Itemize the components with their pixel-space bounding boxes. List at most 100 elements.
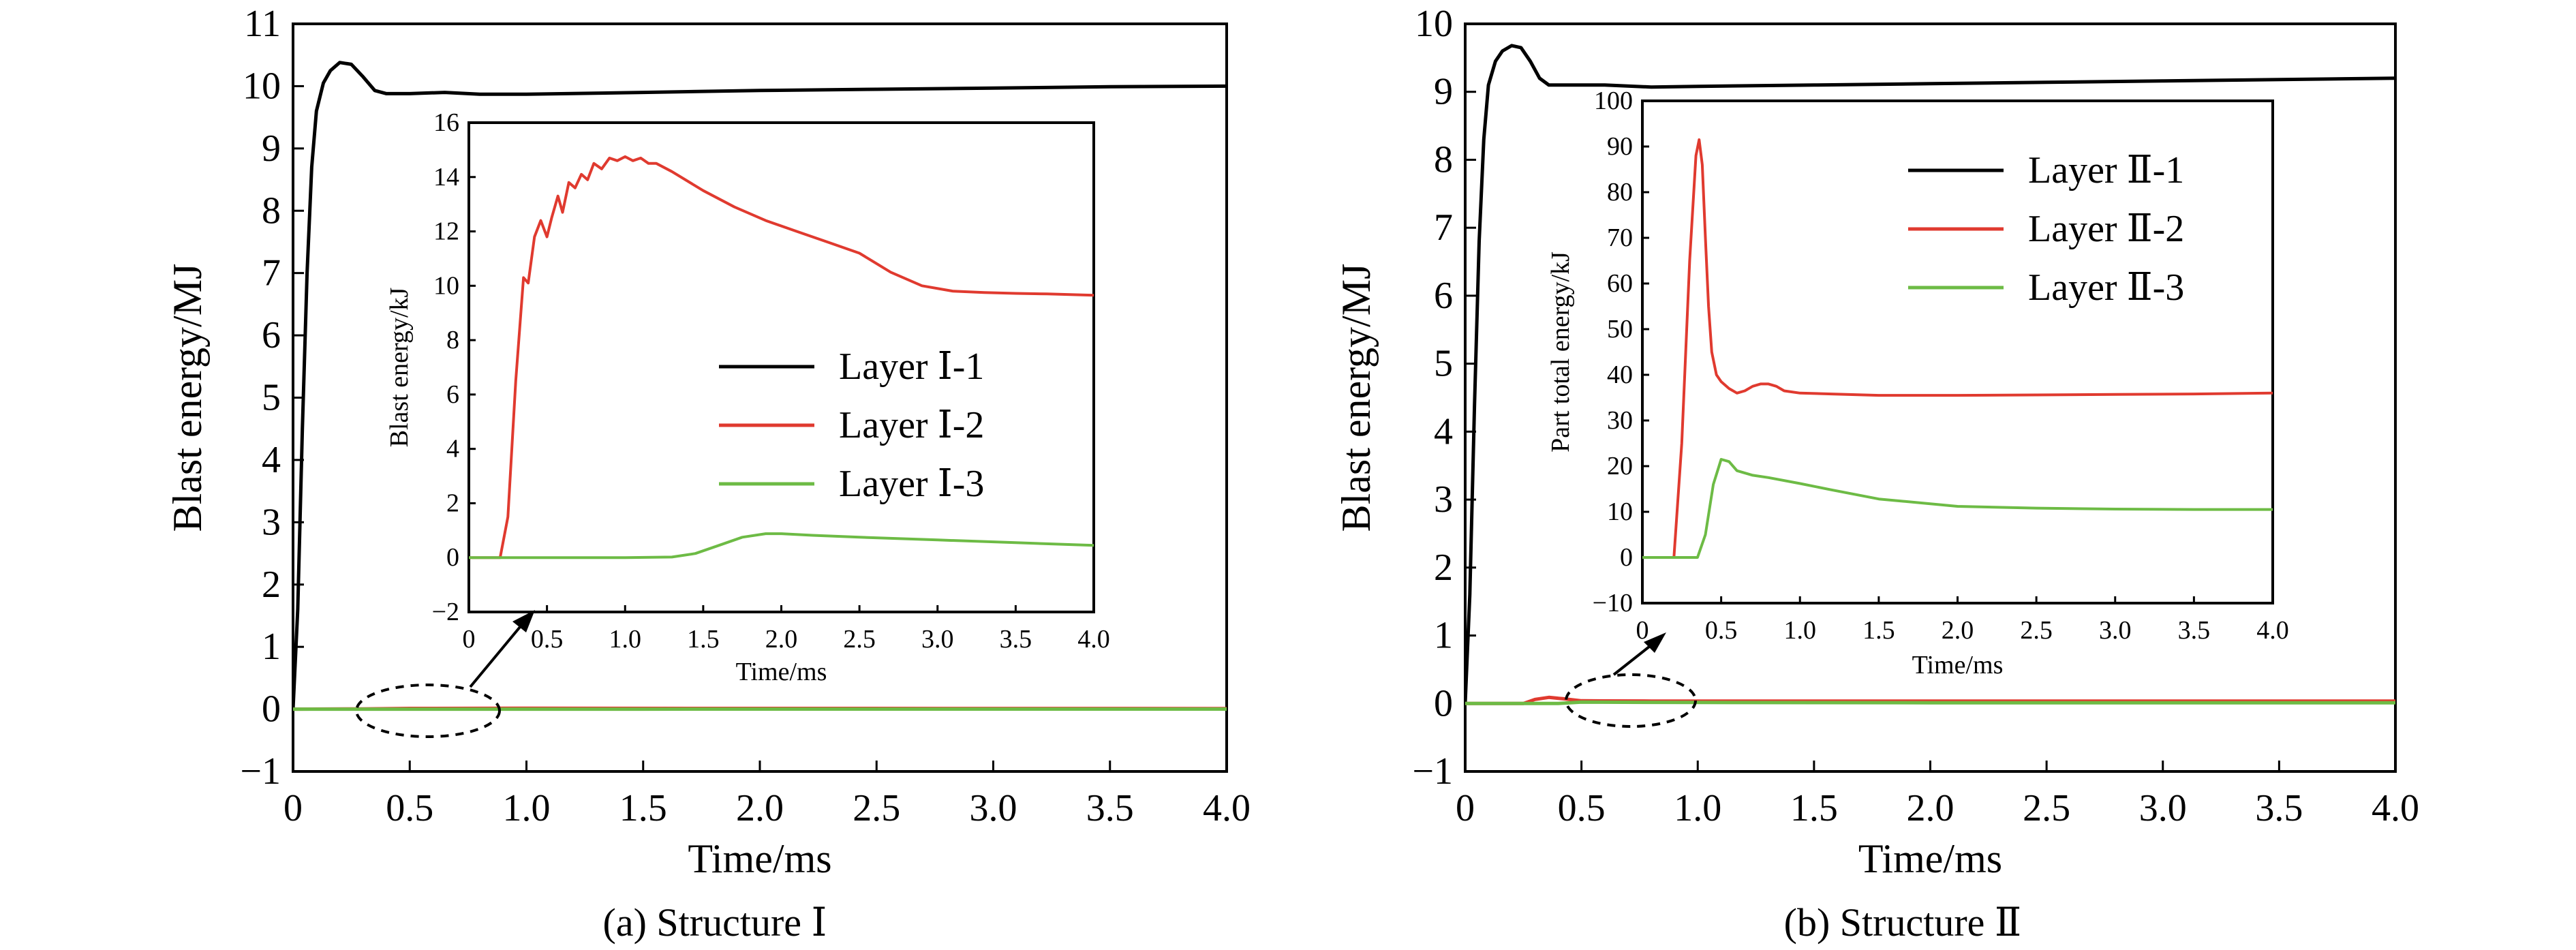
- panel-b: 0 0.5 1.0 1.5 2.0 2.5 3.0 3.5 4.0−1012345678910T…: [1334, 3, 2419, 945]
- y-tick-label: 14: [433, 163, 459, 191]
- y-tick-label: 0: [1620, 543, 1633, 572]
- series-line-3: [469, 532, 1094, 560]
- series-line-3: [1642, 458, 2273, 559]
- y-tick-label: 1: [262, 626, 281, 668]
- y-tick-label: −2: [432, 598, 459, 626]
- legend-label: Layer Ⅰ-2: [839, 404, 984, 446]
- series-line-2: [469, 155, 1094, 560]
- x-tick-label: 4.0: [2256, 616, 2289, 645]
- x-tick-label: 1.0: [609, 625, 642, 654]
- y-tick-label: 10: [243, 65, 281, 107]
- y-axis-title: Blast energy/kJ: [385, 288, 414, 448]
- y-tick-label: 11: [244, 3, 281, 45]
- y-tick-label: 2: [1434, 547, 1453, 589]
- x-tick-label: 1.5: [687, 625, 720, 654]
- series-group: [293, 61, 1227, 711]
- y-tick-label: 70: [1607, 224, 1633, 252]
- x-tick-label: 2.5: [2020, 616, 2053, 645]
- x-tick-label: 2.0: [736, 787, 784, 829]
- x-axis-title: Time/ms: [688, 836, 831, 881]
- x-tick-label: 2.0: [1907, 787, 1954, 829]
- x-tick-label: 0.5: [1558, 787, 1606, 829]
- x-tick-label: 4.0: [2372, 787, 2419, 829]
- x-axis-title: Time/ms: [1858, 836, 2002, 881]
- x-tick-label: 4.0: [1203, 787, 1251, 829]
- series-group: [469, 155, 1094, 560]
- legend: Layer Ⅰ-1 Layer Ⅰ-2 Layer Ⅰ-3: [719, 346, 984, 505]
- x-tick-label: 1.0: [1674, 787, 1721, 829]
- y-axis-title: Part total energy/kJ: [1546, 251, 1575, 453]
- series-line-3: [1465, 700, 2395, 705]
- y-tick-label: 90: [1607, 132, 1633, 161]
- y-tick-label: 1: [1434, 615, 1453, 657]
- plot-frame: [1641, 99, 2274, 604]
- y-tick-label: 0: [262, 688, 281, 731]
- y-tick-label: 4: [262, 439, 281, 481]
- caption-a: (a) Structure Ⅰ: [603, 900, 827, 945]
- y-tick-label: 10: [1607, 497, 1633, 526]
- x-tick-label: 0.5: [1705, 616, 1738, 645]
- y-tick-label: 100: [1594, 87, 1633, 115]
- y-tick-label: 6: [1434, 275, 1453, 317]
- y-axis-title: Blast energy/MJ: [1334, 264, 1379, 532]
- y-tick-label: 2: [262, 564, 281, 606]
- zoom-annotation-b: [1565, 632, 1697, 728]
- y-tick-label: 10: [433, 271, 459, 300]
- y-tick-label: 5: [262, 377, 281, 419]
- y-tick-label: 9: [262, 127, 281, 170]
- x-tick-label: 2.5: [2023, 787, 2070, 829]
- y-tick-label: 12: [433, 217, 459, 246]
- y-tick-label: 5: [1434, 343, 1453, 385]
- x-tick-label: 3.5: [2178, 616, 2211, 645]
- x-tick-label: 0: [463, 625, 476, 654]
- y-tick-label: 40: [1607, 361, 1633, 389]
- y-tick-label: −1: [240, 750, 281, 793]
- x-tick-label: 0: [283, 787, 303, 829]
- legend-label: Layer Ⅱ-2: [2028, 208, 2184, 250]
- panel-a: 0 0.5 1.0 1.5 2.0 2.5 3.0 3.5 4.0−10123456789101…: [165, 3, 1251, 945]
- series-line-1: [1465, 44, 2395, 704]
- x-tick-label: 0: [1636, 616, 1649, 645]
- y-tick-label: 20: [1607, 452, 1633, 480]
- x-tick-label: 3.5: [2255, 787, 2303, 829]
- x-tick-label: 3.0: [970, 787, 1017, 829]
- inset-chart-a: 0 0.5 1.0 1.5 2.0 2.5 3.0 3.5 4.0−20246810121416…: [385, 108, 1110, 686]
- x-axis-title: Time/ms: [736, 658, 827, 686]
- zoom-ellipse-b: [1565, 673, 1697, 728]
- x-tick-label: 1.0: [503, 787, 551, 829]
- y-tick-label: 16: [433, 108, 459, 137]
- x-tick-label: 3.5: [1000, 625, 1032, 654]
- y-tick-label: 6: [446, 380, 459, 409]
- x-axis-title: Time/ms: [1912, 651, 2004, 679]
- x-tick-label: 1.5: [619, 787, 667, 829]
- legend-label: Layer Ⅰ-1: [839, 346, 984, 388]
- y-tick-label: 4: [446, 435, 459, 463]
- legend-label: Layer Ⅱ-1: [2028, 149, 2184, 191]
- y-tick-label: 9: [1434, 71, 1453, 113]
- x-tick-label: 1.5: [1862, 616, 1895, 645]
- x-tick-label: 2.0: [1942, 616, 1974, 645]
- y-tick-label: 0: [1434, 682, 1453, 724]
- y-axis-title: Blast energy/MJ: [165, 264, 210, 532]
- x-tick-label: 0.5: [531, 625, 564, 654]
- x-tick-label: 3.0: [921, 625, 954, 654]
- x-tick-label: 3.5: [1086, 787, 1134, 829]
- series-line-2: [1642, 138, 2273, 559]
- x-tick-label: 3.0: [2139, 787, 2187, 829]
- zoom-arrowhead-a: [512, 610, 535, 632]
- x-tick-label: 2.5: [853, 787, 900, 829]
- y-tick-label: 4: [1434, 410, 1453, 453]
- y-tick-label: −1: [1412, 750, 1453, 793]
- x-tick-label: 1.0: [1784, 616, 1817, 645]
- zoom-annotation-a: [355, 610, 535, 738]
- y-tick-label: 10: [1415, 3, 1453, 45]
- zoom-arrow-b: [1612, 643, 1654, 676]
- y-tick-label: 0: [446, 543, 459, 572]
- x-tick-label: 1.5: [1790, 787, 1838, 829]
- x-tick-label: 4.0: [1077, 625, 1110, 654]
- y-tick-label: 7: [262, 252, 281, 294]
- y-tick-label: 7: [1434, 206, 1453, 249]
- zoom-arrowhead-b: [1644, 632, 1666, 653]
- y-tick-label: −10: [1593, 589, 1633, 617]
- series-group: [1642, 138, 2273, 559]
